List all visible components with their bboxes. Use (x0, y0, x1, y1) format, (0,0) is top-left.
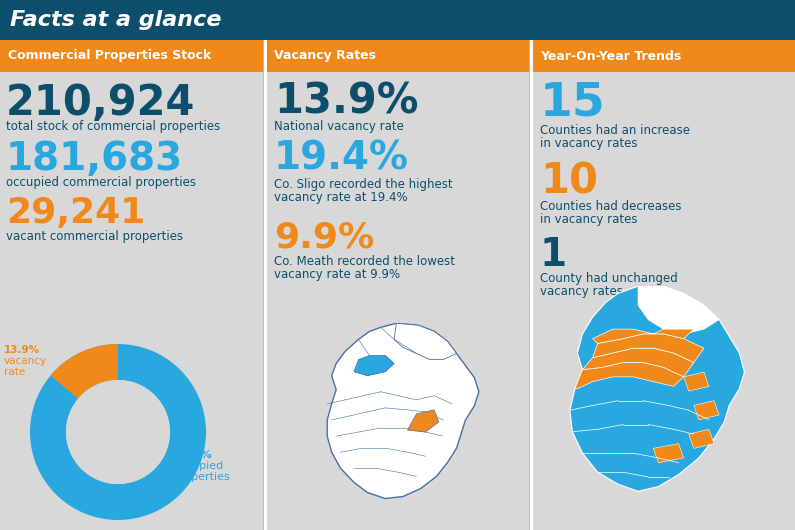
Text: Co. Sligo recorded the highest: Co. Sligo recorded the highest (274, 178, 452, 191)
Polygon shape (354, 356, 394, 376)
Text: 9.9%: 9.9% (274, 220, 374, 254)
Bar (0, 40, 263, 72)
Text: Vacancy Rates: Vacancy Rates (274, 49, 376, 63)
Text: 13.9%: 13.9% (274, 80, 418, 122)
Text: vacancy rates: vacancy rates (540, 285, 622, 298)
Text: 86.1%: 86.1% (173, 450, 211, 460)
Polygon shape (694, 401, 719, 420)
Bar (0, 0, 795, 40)
Circle shape (66, 380, 170, 484)
Text: in vacancy rates: in vacancy rates (540, 213, 638, 226)
Text: Counties had decreases: Counties had decreases (540, 200, 681, 213)
Text: vacancy rate at 9.9%: vacancy rate at 9.9% (274, 268, 400, 281)
Polygon shape (684, 372, 709, 391)
Polygon shape (592, 329, 694, 343)
Text: vacancy: vacancy (4, 356, 47, 366)
Polygon shape (638, 286, 719, 334)
Text: 181,683: 181,683 (6, 140, 184, 178)
Polygon shape (408, 410, 439, 432)
Bar (532, 40, 795, 72)
Text: 210,924: 210,924 (6, 82, 196, 124)
Polygon shape (592, 334, 704, 363)
Text: vacant commercial properties: vacant commercial properties (6, 230, 183, 243)
Text: total stock of commercial properties: total stock of commercial properties (6, 120, 220, 133)
Text: in vacancy rates: in vacancy rates (540, 137, 638, 150)
Text: Facts at a glance: Facts at a glance (10, 10, 222, 30)
Text: 10: 10 (540, 160, 598, 202)
Bar (263, 40, 266, 530)
Text: 13.9%: 13.9% (4, 345, 40, 355)
Text: National vacancy rate: National vacancy rate (274, 120, 404, 133)
Wedge shape (30, 344, 206, 520)
Text: occupied: occupied (173, 461, 223, 471)
Polygon shape (394, 323, 456, 359)
Text: Counties had an increase: Counties had an increase (540, 124, 690, 137)
Polygon shape (575, 363, 684, 389)
Text: properties: properties (173, 472, 230, 482)
Wedge shape (51, 344, 118, 399)
Bar (266, 40, 529, 530)
Polygon shape (570, 286, 744, 491)
Polygon shape (583, 348, 694, 377)
Text: 19.4%: 19.4% (274, 140, 409, 178)
Bar (266, 40, 529, 72)
Text: occupied commercial properties: occupied commercial properties (6, 176, 196, 189)
Bar (532, 40, 795, 530)
Text: Year-On-Year Trends: Year-On-Year Trends (540, 49, 681, 63)
Polygon shape (328, 323, 479, 499)
Text: rate: rate (4, 367, 25, 377)
Text: 1: 1 (540, 236, 567, 274)
Polygon shape (688, 429, 714, 448)
Text: County had unchanged: County had unchanged (540, 272, 678, 285)
Text: Commercial Properties Stock: Commercial Properties Stock (8, 49, 211, 63)
Text: Co. Meath recorded the lowest: Co. Meath recorded the lowest (274, 255, 455, 268)
Text: vacancy rate at 19.4%: vacancy rate at 19.4% (274, 191, 408, 204)
Text: 15: 15 (540, 80, 606, 125)
Bar (0, 40, 263, 530)
Text: 29,241: 29,241 (6, 196, 145, 230)
Polygon shape (653, 444, 684, 463)
Bar (529, 40, 533, 530)
